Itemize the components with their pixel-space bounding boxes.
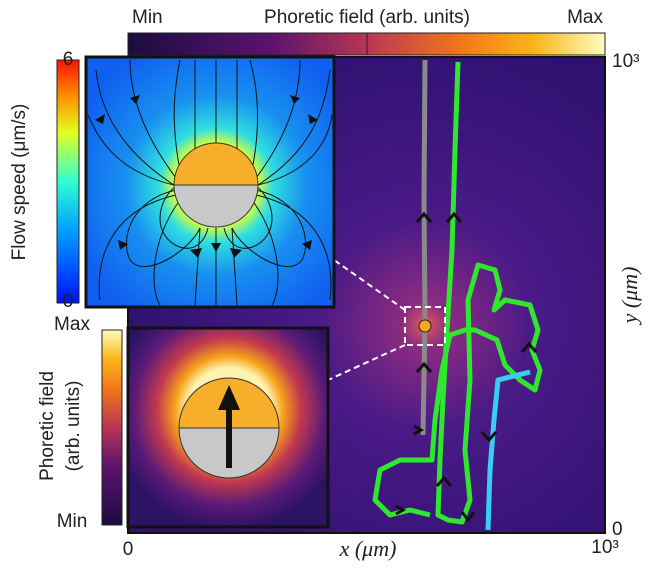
y-start: 0 bbox=[612, 519, 623, 540]
colorbar-title: Phoretic field (arb. units) bbox=[264, 7, 470, 28]
y-title: y (μm) bbox=[617, 267, 642, 326]
x-title: x (μm) bbox=[339, 536, 397, 561]
phoretic-title: Phoretic field bbox=[37, 371, 58, 481]
figure: Min Phoretic field (arb. units) Max 6 0 … bbox=[0, 0, 652, 569]
x-start: 0 bbox=[123, 539, 134, 560]
y-end: 10³ bbox=[612, 51, 639, 72]
flow-colorbar bbox=[57, 60, 79, 303]
colorbar-max: Max bbox=[567, 7, 603, 28]
x-end: 10³ bbox=[591, 537, 618, 558]
phoretic-max: Max bbox=[54, 314, 90, 335]
flow-min: 0 bbox=[63, 291, 74, 312]
phoretic-title: (arb. units) bbox=[63, 381, 84, 472]
phoretic-min: Min bbox=[57, 511, 88, 532]
trajectory-gray bbox=[423, 60, 425, 435]
phoretic-colorbar bbox=[102, 330, 122, 525]
flow-max: 6 bbox=[63, 49, 74, 70]
particle bbox=[419, 320, 431, 332]
flow-title: Flow speed (μm/s) bbox=[9, 104, 30, 261]
colorbar-min: Min bbox=[132, 7, 163, 28]
